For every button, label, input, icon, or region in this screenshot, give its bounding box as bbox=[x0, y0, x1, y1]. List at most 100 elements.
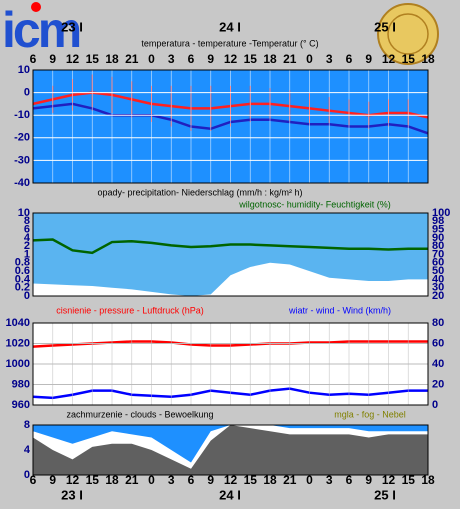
y-tick-label: 6 bbox=[24, 224, 30, 236]
panel-title: cisnienie - pressure - Luftdruck (hPa) bbox=[56, 305, 204, 315]
plot-frame bbox=[32, 322, 429, 406]
y-tick-label: 2 bbox=[24, 240, 30, 252]
hour-label: 18 bbox=[263, 52, 277, 66]
hour-label: 0 bbox=[306, 52, 313, 66]
area bbox=[33, 425, 428, 475]
hour-label: 3 bbox=[326, 52, 333, 66]
y2-tick-label: 80 bbox=[432, 240, 444, 252]
y-tick-label: 0 bbox=[24, 290, 30, 302]
y2-tick-label: 20 bbox=[432, 290, 444, 302]
y-tick-label: -20 bbox=[14, 132, 30, 144]
y-tick-label: 0 bbox=[24, 469, 30, 481]
date-label: 23 I bbox=[61, 487, 83, 502]
hour-label: 18 bbox=[421, 473, 435, 487]
y2-tick-label: 80 bbox=[432, 317, 444, 329]
panel-title: temperatura - temperature -Temperatur (°… bbox=[141, 38, 318, 48]
hour-label: 12 bbox=[66, 473, 80, 487]
y-tick-label: -30 bbox=[14, 154, 30, 166]
hour-label: 6 bbox=[30, 52, 37, 66]
hour-label: 15 bbox=[402, 473, 416, 487]
panel-title-2: mgla - fog - Nebel bbox=[334, 409, 406, 419]
hour-label: 6 bbox=[346, 52, 353, 66]
hour-label: 12 bbox=[382, 473, 396, 487]
hour-label: 3 bbox=[168, 52, 175, 66]
date-label: 25 I bbox=[374, 487, 396, 502]
hour-label: 0 bbox=[306, 473, 313, 487]
y2-tick-label: 90 bbox=[432, 232, 444, 244]
hour-label: 9 bbox=[365, 52, 372, 66]
hour-label: 0 bbox=[148, 473, 155, 487]
plot-frame bbox=[32, 69, 429, 184]
seal-ring bbox=[387, 13, 429, 55]
hour-label: 15 bbox=[86, 52, 100, 66]
y-tick-label: 10 bbox=[18, 64, 30, 76]
hour-label: 15 bbox=[244, 52, 258, 66]
y-tick-label: 10 bbox=[18, 207, 30, 219]
hour-label: 9 bbox=[207, 473, 214, 487]
seal bbox=[377, 3, 439, 65]
hour-label: 18 bbox=[421, 52, 435, 66]
y-tick-label: 0 bbox=[24, 87, 30, 99]
plot-frame bbox=[32, 212, 429, 297]
hour-label: 12 bbox=[224, 52, 238, 66]
date-label: 24 I bbox=[219, 487, 241, 502]
y-tick-label: 960 bbox=[12, 399, 30, 411]
plot-frame bbox=[32, 424, 429, 476]
hour-label: 9 bbox=[365, 473, 372, 487]
y2-tick-label: 98 bbox=[432, 215, 444, 227]
area bbox=[33, 262, 428, 296]
y-tick-label: 4 bbox=[24, 444, 31, 456]
y-tick-label: 0.4 bbox=[15, 273, 31, 285]
hour-label: 12 bbox=[66, 52, 80, 66]
hour-label: 6 bbox=[188, 52, 195, 66]
hour-label: 18 bbox=[263, 473, 277, 487]
y2-tick-label: 70 bbox=[432, 248, 444, 260]
logo: icm bbox=[2, 2, 80, 58]
line bbox=[32, 238, 428, 255]
hour-label: 9 bbox=[49, 52, 56, 66]
y-tick-label: 8 bbox=[24, 215, 30, 227]
y2-tick-label: 60 bbox=[432, 257, 444, 269]
hour-label: 6 bbox=[346, 473, 353, 487]
date-label: 23 I bbox=[61, 19, 83, 34]
date-label: 24 I bbox=[219, 19, 241, 34]
hour-label: 18 bbox=[105, 473, 119, 487]
y-tick-label: 1 bbox=[24, 248, 30, 260]
y2-tick-label: 50 bbox=[432, 265, 444, 277]
panel-title: zachmurzenie - clouds - Bewoelkung bbox=[66, 409, 213, 419]
y2-tick-label: 40 bbox=[432, 273, 444, 285]
hour-label: 3 bbox=[326, 473, 333, 487]
hour-label: 3 bbox=[168, 473, 175, 487]
hour-label: 12 bbox=[224, 473, 238, 487]
hour-label: 12 bbox=[382, 52, 396, 66]
y-tick-label: 0.2 bbox=[15, 282, 30, 294]
panel-title-2: wiatr - wind - Wind (km/h) bbox=[288, 305, 391, 315]
hour-label: 6 bbox=[188, 473, 195, 487]
hour-label: 21 bbox=[125, 52, 139, 66]
panel-title: opady- precipitation- Niederschlag (mm/h… bbox=[97, 187, 302, 197]
status-dot bbox=[31, 2, 41, 12]
y2-tick-label: 20 bbox=[432, 378, 444, 390]
y2-tick-label: 40 bbox=[432, 358, 444, 370]
hour-label: 6 bbox=[30, 473, 37, 487]
y-tick-label: -40 bbox=[14, 177, 30, 189]
y-tick-label: 0.8 bbox=[15, 257, 30, 269]
y2-tick-label: 0 bbox=[432, 399, 438, 411]
y-tick-label: 4 bbox=[24, 232, 31, 244]
hour-label: 9 bbox=[49, 473, 56, 487]
hour-label: 15 bbox=[402, 52, 416, 66]
hour-label: 21 bbox=[283, 52, 297, 66]
date-label: 25 I bbox=[374, 19, 396, 34]
y-tick-label: 1040 bbox=[6, 317, 30, 329]
hour-label: 18 bbox=[105, 52, 119, 66]
panel-title-2: wilgotnosc- humidity- Feuchtigkeit (%) bbox=[238, 199, 391, 209]
y-tick-label: 980 bbox=[12, 378, 30, 390]
y2-tick-label: 30 bbox=[432, 282, 444, 294]
hour-label: 21 bbox=[283, 473, 297, 487]
y-tick-label: -10 bbox=[14, 109, 30, 121]
hour-label: 15 bbox=[244, 473, 258, 487]
y-tick-label: 1000 bbox=[6, 358, 30, 370]
y2-tick-label: 60 bbox=[432, 337, 444, 349]
y2-tick-label: 100 bbox=[432, 207, 450, 219]
